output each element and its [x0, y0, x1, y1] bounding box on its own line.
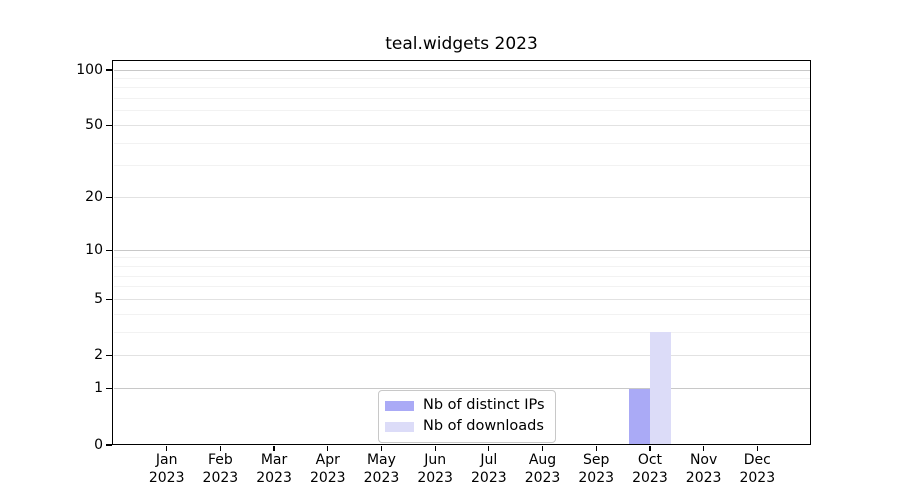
x-tick [380, 445, 383, 451]
y-tick-label: 10 [85, 241, 103, 258]
x-tick-label: Jul 2023 [471, 452, 507, 486]
bar-downloads [649, 332, 671, 445]
y-gridline-major [114, 355, 810, 357]
y-gridline-minor [114, 331, 810, 333]
legend-item-downloads: Nb of downloads [385, 417, 545, 436]
x-tick-label: May 2023 [363, 452, 400, 486]
y-tick-label: 20 [85, 189, 103, 206]
y-tick-label: 5 [94, 290, 103, 307]
legend-label-downloads: Nb of downloads [423, 418, 544, 434]
y-gridline-major [114, 69, 810, 71]
chart-title: teal.widgets 2023 [385, 34, 538, 54]
legend-item-distinct-ips: Nb of distinct IPs [385, 396, 545, 415]
legend-swatch-distinct-ips [385, 400, 414, 411]
y-tick [105, 355, 112, 357]
y-gridline-major [114, 125, 810, 127]
y-gridline-major [114, 388, 810, 390]
x-tick [166, 445, 168, 451]
y-gridline-minor [114, 87, 810, 89]
x-tick-label: Sep 2023 [578, 452, 615, 486]
y-tick [105, 444, 112, 446]
y-tick [105, 69, 112, 71]
x-tick-label: Mar 2023 [256, 452, 292, 486]
bar-distinct-ips [628, 388, 650, 445]
x-tick-label: Aug 2023 [524, 452, 561, 486]
x-tick [327, 445, 329, 451]
y-gridline-minor [114, 265, 810, 267]
x-tick [702, 445, 705, 451]
x-tick-label: Dec 2023 [739, 452, 776, 486]
y-tick-label: 0 [94, 436, 103, 453]
x-tick [273, 445, 275, 451]
y-gridline-minor [114, 110, 810, 112]
y-gridline-minor [114, 275, 810, 277]
y-gridline-minor [114, 165, 810, 167]
y-tick [105, 124, 112, 127]
x-tick [541, 445, 544, 451]
y-gridline-major [114, 298, 810, 300]
y-gridline-minor [114, 286, 810, 288]
x-tick-label: Jun 2023 [417, 452, 453, 486]
x-tick-label: Apr 2023 [309, 452, 346, 486]
legend-label-distinct-ips: Nb of distinct IPs [423, 397, 545, 413]
y-tick [105, 298, 112, 301]
x-tick [488, 445, 490, 451]
y-gridline-minor [114, 313, 810, 315]
x-tick-label: Oct 2023 [632, 452, 668, 486]
y-tick-label: 1 [94, 380, 103, 397]
x-tick [649, 445, 651, 451]
x-tick [219, 445, 222, 451]
y-tick [105, 196, 112, 199]
y-gridline-minor [114, 257, 810, 259]
y-tick [105, 388, 112, 390]
y-gridline-major [114, 197, 810, 199]
x-tick [756, 445, 758, 451]
y-tick [105, 249, 112, 251]
y-gridline-major [114, 249, 810, 251]
legend-swatch-downloads [385, 421, 414, 432]
y-tick-label: 50 [85, 117, 103, 134]
x-tick-label: Nov 2023 [685, 452, 722, 486]
x-tick [595, 445, 597, 451]
x-tick [434, 445, 436, 451]
legend: Nb of distinct IPs Nb of downloads [378, 390, 556, 443]
x-tick-label: Feb 2023 [202, 452, 239, 486]
y-gridline-minor [114, 142, 810, 144]
y-tick-label: 100 [76, 61, 103, 78]
y-gridline-minor [114, 77, 810, 79]
y-tick-label: 2 [94, 347, 103, 364]
x-tick-label: Jan 2023 [148, 452, 185, 486]
y-gridline-minor [114, 98, 810, 100]
